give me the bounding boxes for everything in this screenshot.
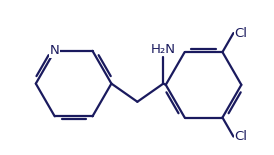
Text: Cl: Cl — [235, 27, 248, 40]
Text: Cl: Cl — [235, 130, 248, 143]
Text: H₂N: H₂N — [151, 43, 176, 55]
Text: N: N — [50, 44, 59, 57]
